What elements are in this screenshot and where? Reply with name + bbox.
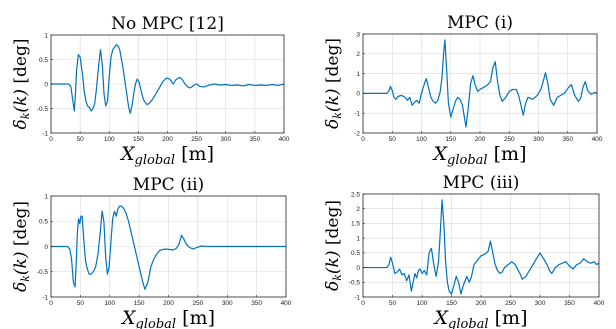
y-tick-label: 0.5: [39, 219, 48, 226]
chart-title: No MPC [12]: [111, 14, 224, 34]
y-tick-label: -2: [354, 130, 360, 137]
x-tick-label: 300: [222, 300, 233, 307]
x-tick-label: 300: [220, 136, 231, 143]
x-tick-label: 150: [445, 136, 456, 143]
x-tick-label: 400: [279, 136, 290, 143]
series-line-1: [363, 39, 598, 128]
y-tick-label: 2: [356, 51, 360, 58]
chart-panel-3: 0 50 100 150 200 250 300 350 400 -1 -0.5 0 0.5 1 MPC (…: [11, 175, 292, 329]
series-line-1: [363, 199, 600, 295]
y-tick-label: -1: [42, 130, 48, 137]
y-tick-label: -0.5: [37, 269, 49, 276]
x-axis-label: Xglobal [m]: [119, 143, 214, 168]
y-axis-label: δk(k) [deg]: [11, 39, 32, 130]
x-tick-label: 100: [104, 300, 115, 307]
y-axis-label: δk(k) [deg]: [323, 200, 344, 291]
x-tick-label: 100: [417, 300, 428, 307]
y-tick-label: 1.5: [351, 221, 360, 228]
x-tick-label: 0: [361, 300, 365, 307]
x-tick-label: 150: [446, 300, 457, 307]
y-tick-label: 3: [356, 31, 360, 38]
x-tick-label: 50: [389, 300, 397, 307]
x-tick-label: 350: [249, 136, 260, 143]
x-tick-label: 200: [162, 136, 173, 143]
x-tick-label: 350: [562, 136, 573, 143]
x-tick-label: 200: [163, 300, 174, 307]
y-tick-label: -0.5: [37, 106, 49, 113]
x-tick-label: 50: [77, 136, 85, 143]
y-tick-label: 2: [356, 206, 360, 213]
y-tick-label: 1: [44, 32, 48, 39]
x-tick-label: 400: [592, 136, 603, 143]
y-tick-label: -1: [354, 111, 360, 118]
x-axis-label: Xglobal [m]: [432, 143, 527, 168]
x-axis-label: Xglobal [m]: [433, 307, 528, 329]
y-tick-label: 1: [356, 235, 360, 242]
y-tick-label: 0: [44, 81, 48, 88]
x-tick-label: 300: [535, 300, 546, 307]
x-tick-label: 200: [476, 300, 487, 307]
chart-panel-1: 0 50 100 150 200 250 300 350 400 -1 -0.5 0 0.5 1 No MP…: [11, 14, 290, 168]
x-tick-label: 250: [191, 136, 202, 143]
x-tick-label: 250: [192, 300, 203, 307]
chart-title: MPC (iii): [443, 173, 520, 193]
y-tick-label: 0: [44, 244, 48, 251]
x-tick-label: 400: [594, 300, 605, 307]
x-tick-label: 300: [533, 136, 544, 143]
series-line-1: [51, 205, 286, 291]
y-axis-label: δk(k) [deg]: [11, 201, 32, 292]
y-tick-label: 0: [356, 265, 360, 272]
y-tick-label: 1: [356, 71, 360, 78]
chart-title: MPC (i): [447, 13, 513, 33]
x-tick-label: 100: [416, 136, 427, 143]
chart-panel-2: 0 50 100 150 200 250 300 350 400 -2 -1 0 1 2 3 MPC (i) X…: [323, 13, 603, 168]
chart-title: MPC (ii): [133, 175, 204, 195]
x-tick-label: 400: [281, 300, 292, 307]
x-tick-label: 250: [504, 136, 515, 143]
y-tick-label: -1: [354, 294, 360, 301]
x-tick-label: 0: [49, 300, 53, 307]
chart-panel-4: 0 50 100 150 200 250 300 350 400 -1 -0.5 0 0.5 1 1.5 2 2…: [323, 173, 605, 329]
x-tick-label: 50: [389, 136, 397, 143]
series-line-1: [51, 44, 285, 114]
y-tick-label: 2.5: [351, 191, 360, 198]
x-tick-label: 150: [134, 300, 145, 307]
x-tick-label: 150: [133, 136, 144, 143]
x-tick-label: 250: [505, 300, 516, 307]
x-tick-label: 200: [475, 136, 486, 143]
x-tick-label: 350: [251, 300, 262, 307]
y-tick-label: 0.5: [39, 57, 48, 64]
x-axis-label: Xglobal [m]: [120, 307, 215, 329]
x-tick-label: 50: [77, 300, 85, 307]
y-tick-label: -0.5: [349, 280, 361, 287]
y-axis-label: δk(k) [deg]: [323, 38, 344, 129]
x-tick-label: 0: [361, 136, 365, 143]
x-tick-label: 350: [564, 300, 575, 307]
x-tick-label: 100: [104, 136, 115, 143]
y-tick-label: 1: [44, 193, 48, 200]
x-tick-label: 0: [49, 136, 53, 143]
y-tick-label: 0.5: [351, 250, 360, 257]
y-tick-label: -1: [42, 294, 48, 301]
y-tick-label: 0: [356, 91, 360, 98]
